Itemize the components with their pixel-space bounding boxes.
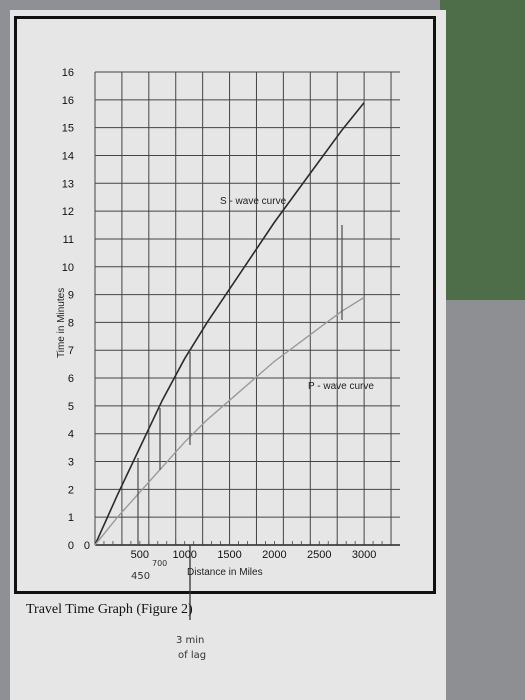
y-tick-label: 16 [62,95,74,107]
y-tick-label: 4 [68,429,74,441]
y-tick-label: 15 [62,123,74,135]
y-tick-label: 2 [68,484,74,496]
p-wave-series-label: P - wave curve [308,381,374,392]
chart-grid [94,71,400,546]
y-tick-label: 1 [68,512,74,524]
s-wave-curve [94,102,365,546]
handwritten-of-lag: of lag [178,650,206,661]
p-wave-curve [94,296,365,546]
handwritten-700: 700 [152,559,167,568]
y-tick-label: 10 [62,262,74,274]
y-axis-label: Time in Minutes [56,288,67,358]
chart-curves [94,102,365,620]
y-tick-label: 8 [68,317,74,329]
y-tick-label: 0 [68,540,74,552]
y-tick-label: 14 [62,150,74,162]
chart-labels: S - wave curve P - wave curve Distance i… [56,196,374,661]
s-wave-series-label: S - wave curve [220,196,287,207]
x-tick-label: 2500 [307,549,331,561]
y-tick-label: 13 [62,178,74,190]
x-tick-label: 1500 [217,549,241,561]
y-tick-label: 16 [62,67,74,79]
x-tick-label: 3000 [352,549,376,561]
background-right-lower [440,300,525,700]
x-tick-label: 2000 [262,549,286,561]
handwritten-3-min: 3 min [176,635,204,646]
y-tick-label: 11 [63,234,74,246]
page-frame [14,16,436,594]
handwritten-450: 450 [131,571,150,582]
y-tick-label: 9 [68,290,74,302]
y-tick-label: 3 [68,457,74,469]
origin-label: 0 [84,540,90,552]
x-axis-label: Distance in Miles [187,567,263,578]
y-tick-label: 12 [62,206,74,218]
y-tick-label: 6 [68,373,74,385]
paper-sheet [10,10,446,700]
x-tick-label: 1000 [172,549,196,561]
x-tick-label: 500 [131,549,149,561]
y-tick-label: 5 [68,401,74,413]
y-tick-label: 7 [68,345,74,357]
figure-caption: Travel Time Graph (Figure 2) [26,602,193,617]
